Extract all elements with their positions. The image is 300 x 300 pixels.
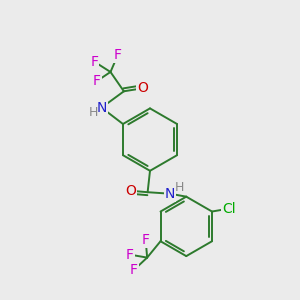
Text: Cl: Cl (222, 202, 236, 216)
Text: F: F (90, 55, 98, 69)
Text: N: N (96, 100, 107, 115)
Text: F: F (142, 233, 150, 247)
Text: N: N (165, 187, 175, 201)
Text: O: O (125, 184, 136, 198)
Text: O: O (137, 81, 148, 95)
Text: F: F (114, 48, 122, 62)
Text: F: F (126, 248, 134, 262)
Text: H: H (175, 181, 184, 194)
Text: F: F (130, 263, 138, 277)
Text: H: H (88, 106, 98, 119)
Text: F: F (93, 74, 101, 88)
